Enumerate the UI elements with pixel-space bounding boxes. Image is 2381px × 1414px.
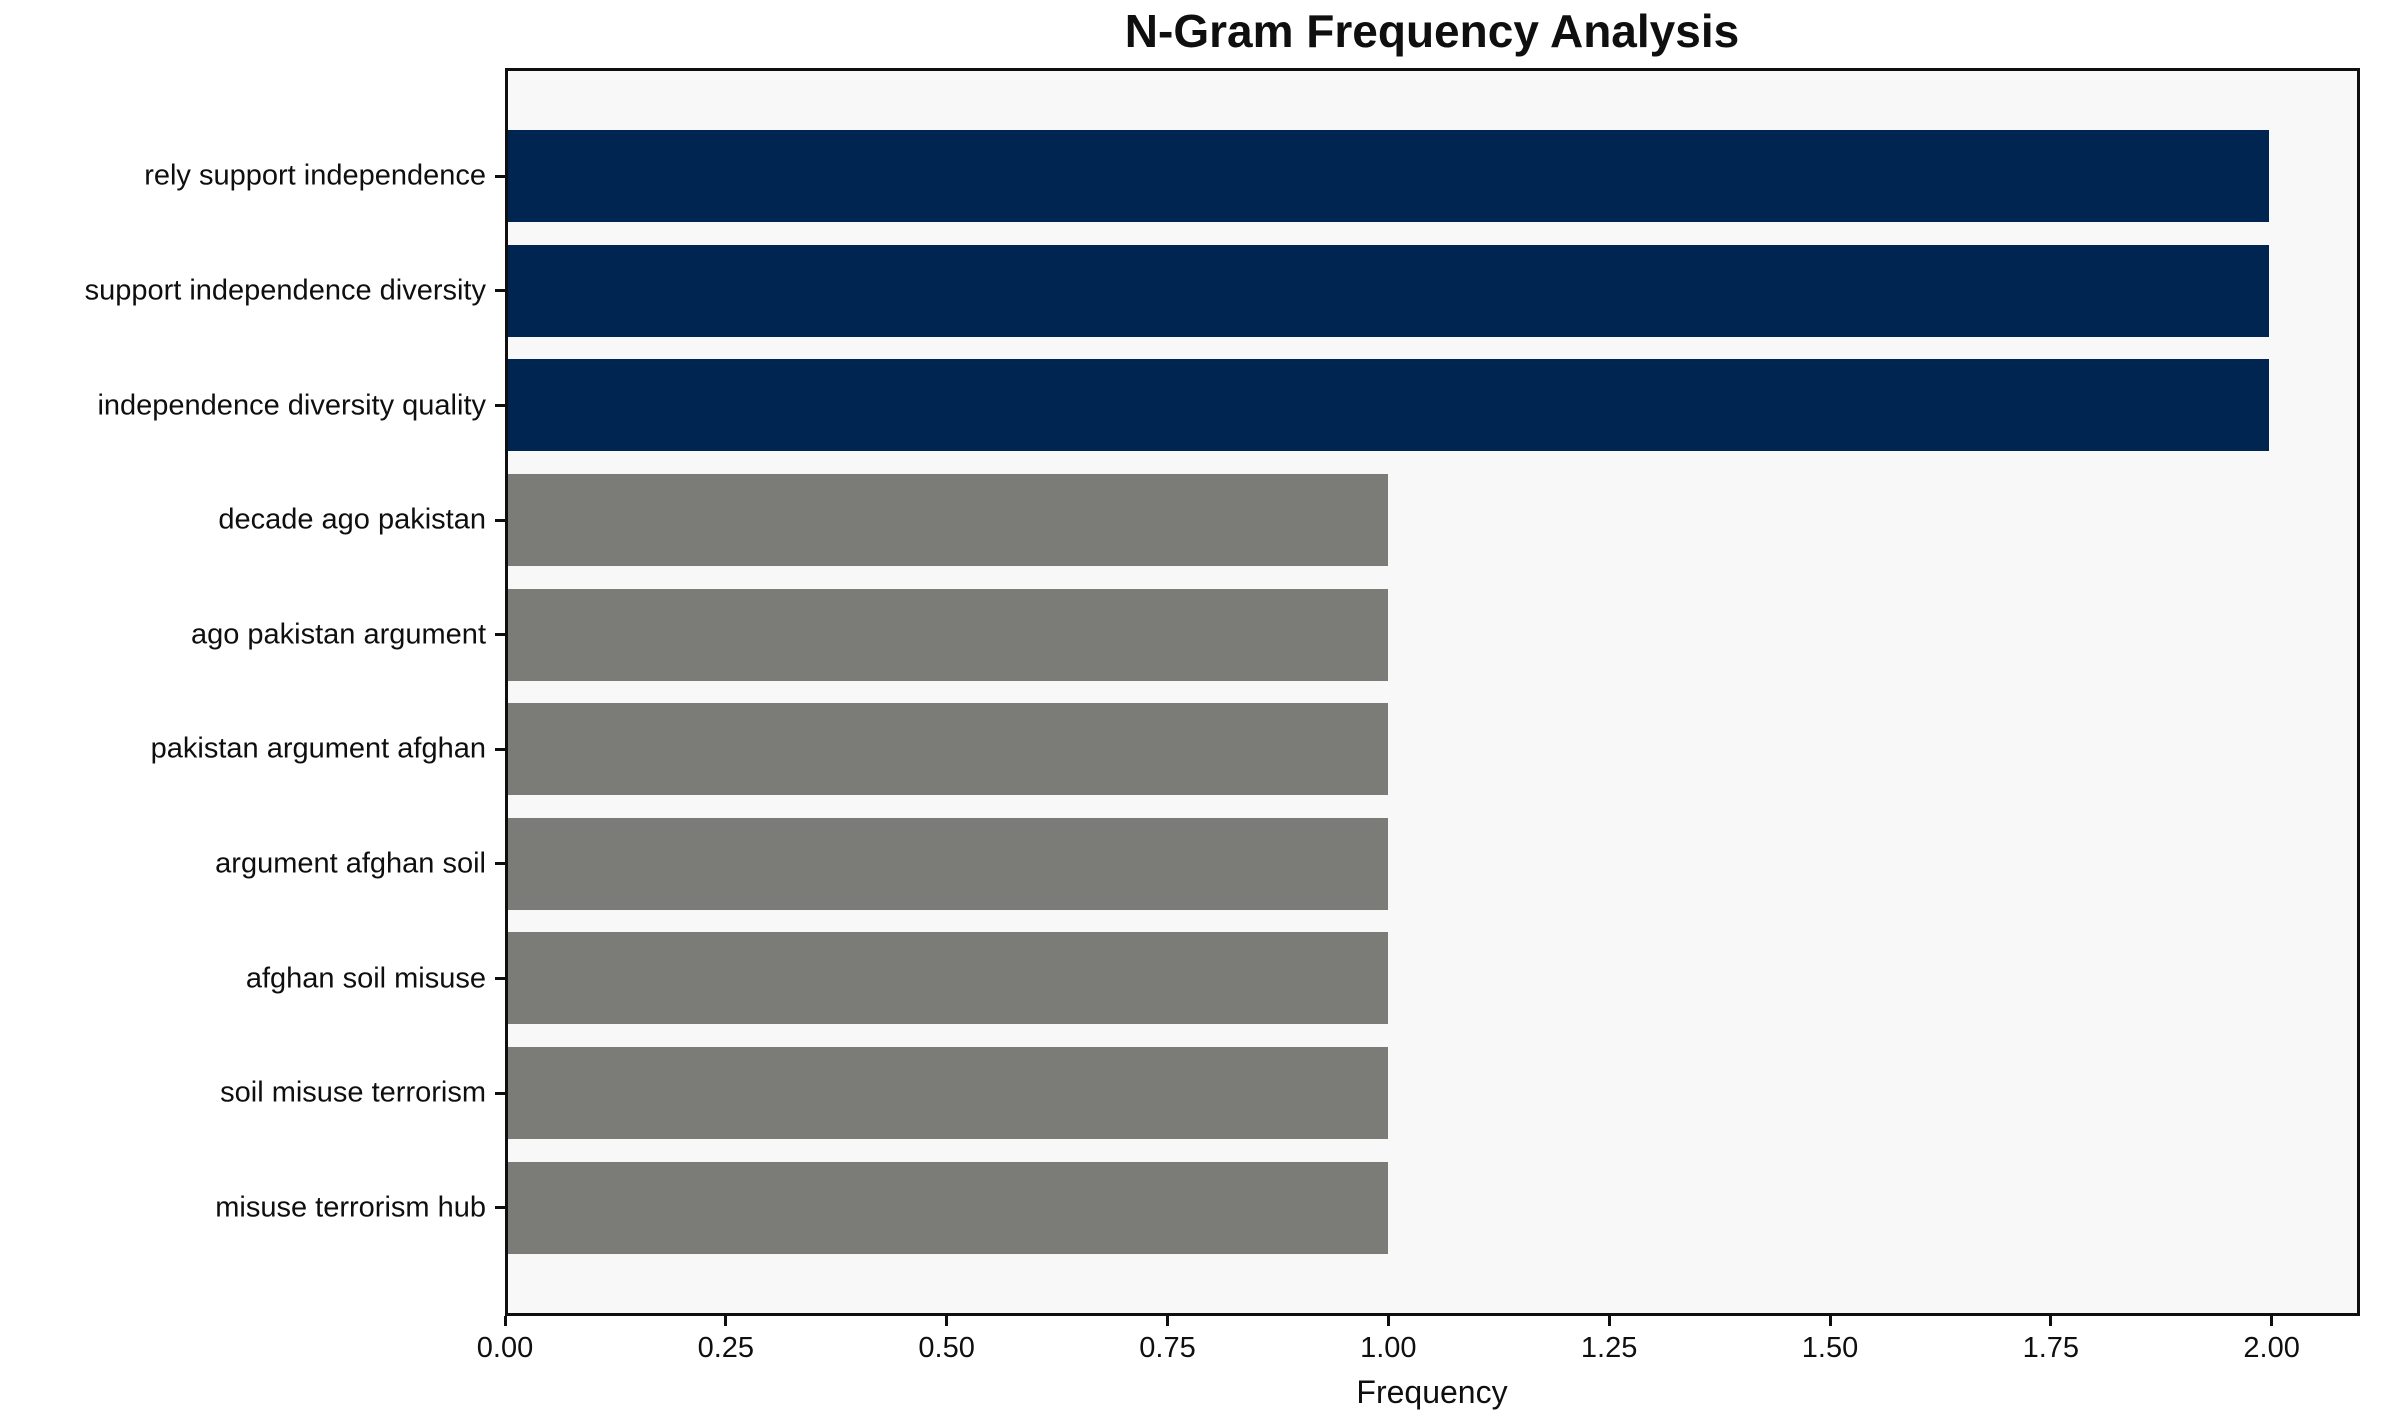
x-tick-label: 0.25 [697,1332,755,1364]
bar-row [508,921,2357,1036]
y-tick-label: afghan soil misuse [245,962,486,994]
y-tick-mark [495,1091,505,1095]
bar [508,1161,1389,1254]
x-tick-mark [1166,1316,1169,1326]
x-tick-mark [1828,1316,1832,1326]
bar-row [508,463,2357,578]
x-tick-label: 0.75 [1139,1332,1196,1364]
x-axis-title: Frequency [1356,1374,1508,1410]
bar-row [508,119,2357,234]
y-tick-mark [495,1206,505,1210]
bar-row [508,348,2357,463]
x-tick-mark [1607,1316,1611,1326]
y-tick-mark [495,518,505,522]
y-tick-mark [495,862,505,866]
y-tick-label: independence diversity quality [97,389,486,421]
y-tick-label: argument afghan soil [215,847,486,880]
x-tick-label: 1.50 [1801,1332,1859,1364]
x-tick-label: 0.50 [918,1332,975,1364]
bar [508,474,1389,567]
bar-row [508,692,2357,807]
bar [508,244,2269,337]
y-tick-label: soil misuse terrorism [220,1076,486,1109]
bar [508,588,1389,681]
x-tick-mark [724,1316,728,1326]
y-tick-label: pakistan argument afghan [150,732,486,765]
bar [508,359,2269,452]
y-tick-mark [495,633,505,637]
bar [508,703,1389,796]
y-tick-mark [495,747,505,751]
plot-area [505,68,2360,1316]
y-tick-mark [495,174,505,178]
x-tick-label: 0.00 [476,1332,534,1364]
chart-title: N-Gram Frequency Analysis [1124,5,1740,57]
bar-row [508,1036,2357,1151]
bar-row [508,577,2357,692]
x-tick-mark [2049,1316,2053,1326]
bar [508,932,1389,1025]
x-tick-label: 1.00 [1360,1332,1417,1364]
y-tick-label: support independence diversity [84,274,486,307]
bar [508,130,2269,223]
bar-row [508,1150,2357,1265]
x-tick-label: 1.25 [1580,1332,1638,1364]
bar [508,817,1389,910]
x-tick-mark [2270,1316,2274,1326]
x-tick-mark [1386,1316,1390,1326]
x-tick-mark [945,1316,949,1326]
y-tick-mark [495,977,505,980]
y-tick-label: misuse terrorism hub [215,1191,486,1224]
y-tick-label: decade ago pakistan [218,503,486,536]
y-tick-mark [495,404,505,407]
bar-row [508,234,2357,349]
y-tick-label: ago pakistan argument [190,618,486,651]
x-tick-label: 1.75 [2022,1332,2080,1364]
y-tick-mark [495,289,505,293]
bar-row [508,807,2357,922]
x-tick-mark [503,1316,507,1326]
bar [508,1047,1389,1140]
y-tick-label: rely support independence [144,159,486,192]
x-tick-label: 2.00 [2243,1332,2300,1364]
